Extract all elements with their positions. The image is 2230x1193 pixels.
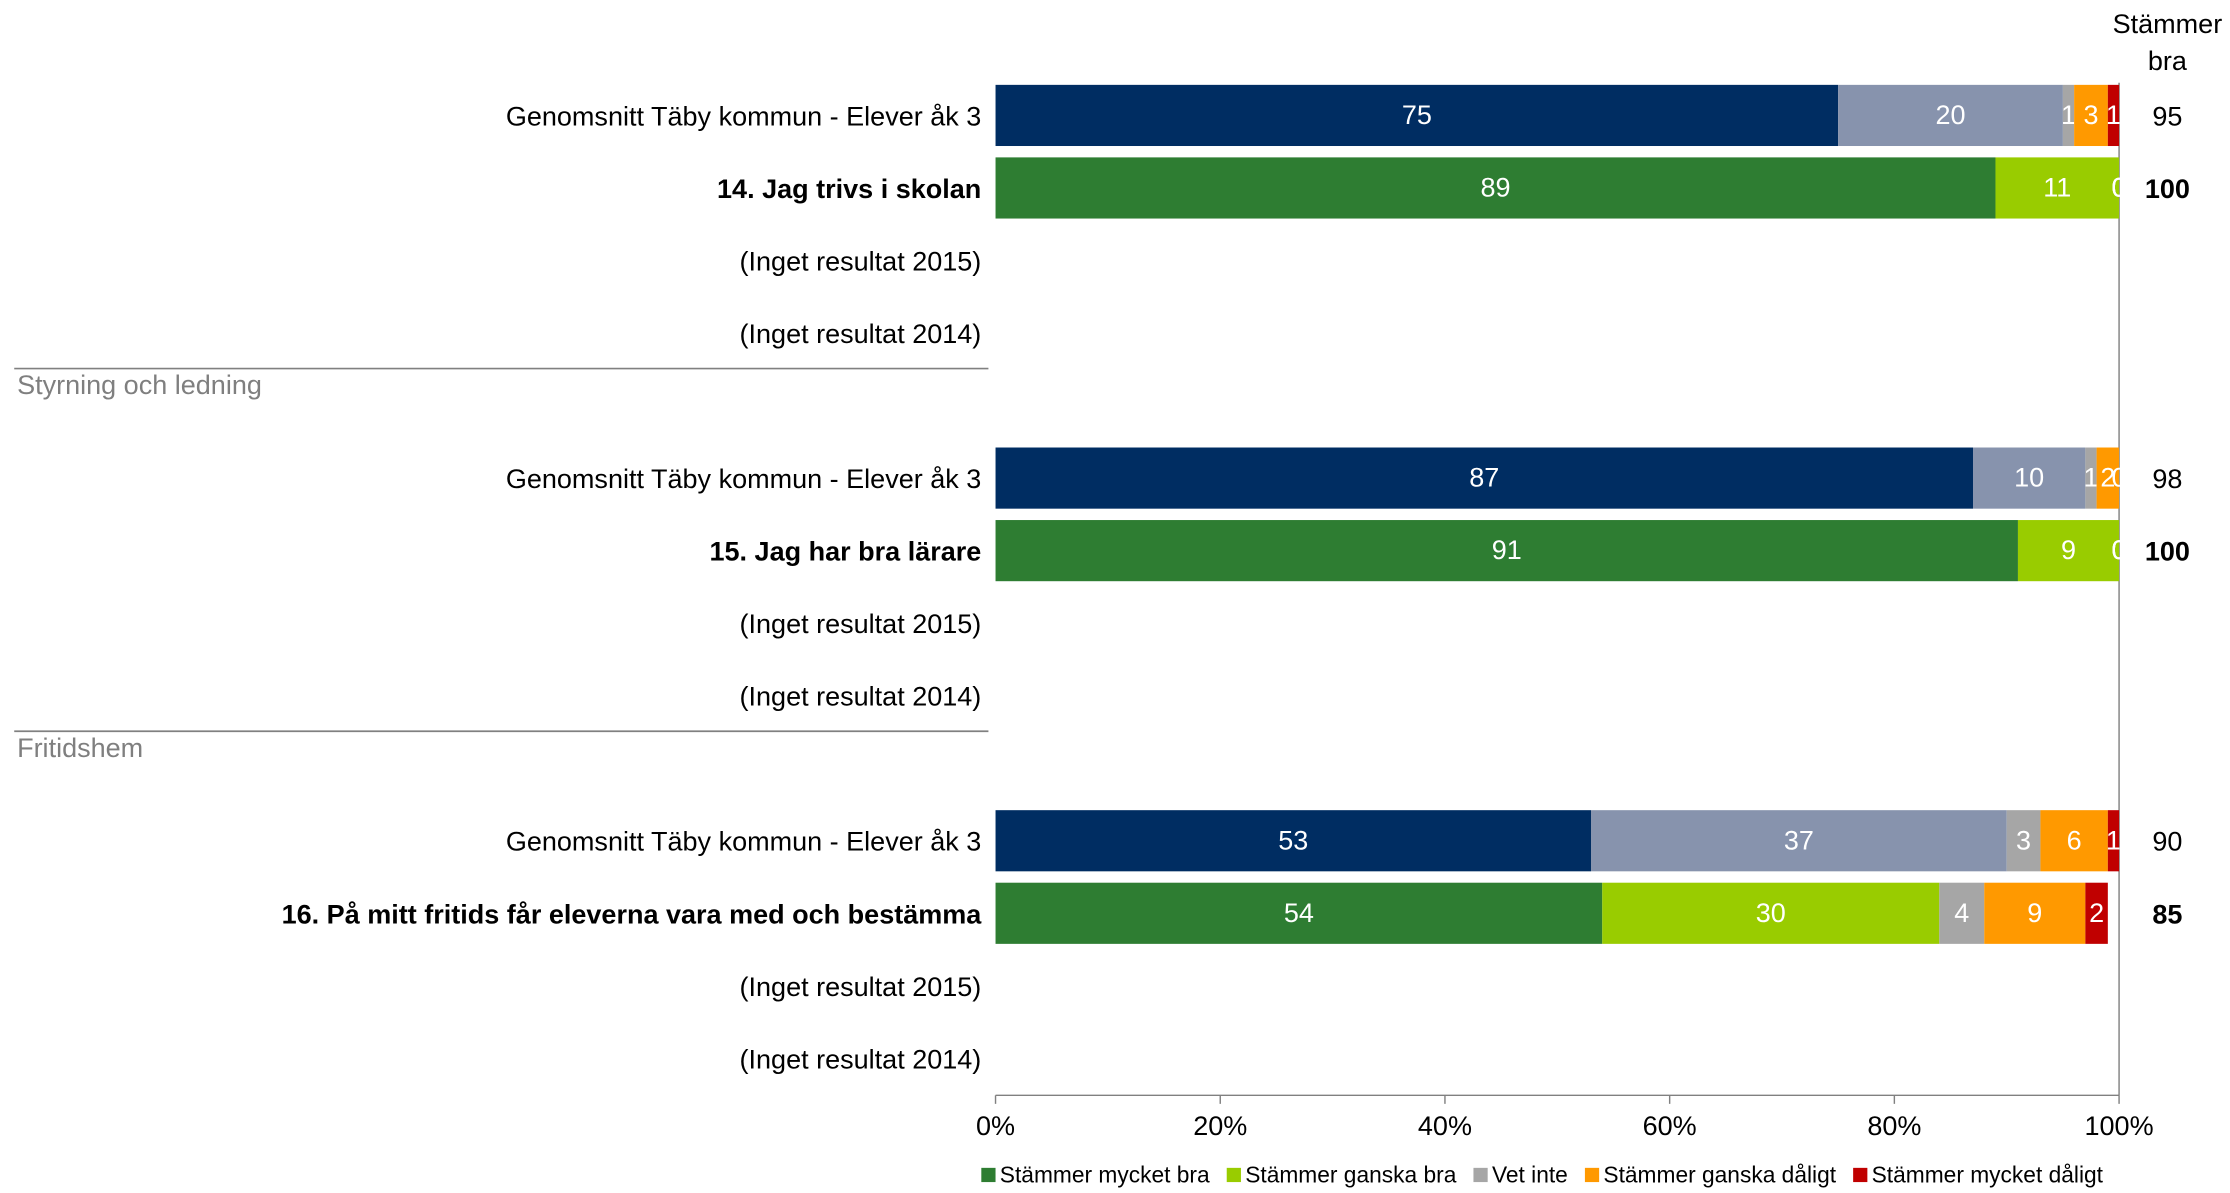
category-label: Genomsnitt Täby kommun - Elever åk 3 [506, 464, 981, 494]
category-label: 15. Jag har bra lärare [709, 537, 981, 567]
data-label: 53 [1278, 825, 1308, 855]
bar-segment [2074, 84, 2108, 147]
totals-title: Stämmer [2113, 9, 2223, 39]
total-label: 85 [2152, 899, 2182, 929]
bar-segment [1984, 882, 2086, 944]
bar-segment [2085, 447, 2097, 509]
bar-segment [995, 810, 1592, 872]
total-label: 100 [2145, 174, 2190, 204]
bar-segment [1939, 882, 1985, 944]
bar-segment [2006, 810, 2041, 872]
bar-segment [2107, 810, 2120, 872]
legend-swatch [1853, 1167, 1868, 1183]
x-tick-label: 40% [1418, 1111, 1472, 1141]
data-label: 91 [1492, 535, 1522, 565]
legend-label: Stämmer ganska bra [1245, 1161, 1457, 1187]
bar-segment [995, 447, 1974, 509]
data-label: 75 [1402, 100, 1432, 130]
bar-segment [1591, 810, 2007, 872]
data-label: 1 [2106, 100, 2121, 130]
legend-label: Stämmer mycket dåligt [1872, 1161, 2104, 1187]
total-label: 95 [2152, 101, 2182, 131]
bar-segment [995, 882, 1603, 944]
bar-segment [995, 520, 2018, 582]
data-label: 1 [2061, 100, 2076, 130]
data-label: 0 [2112, 535, 2127, 565]
data-label: 54 [1284, 898, 1314, 928]
section-label: Styrning och ledning [17, 370, 262, 400]
bar-segment [2017, 520, 2120, 582]
data-label: 1 [2083, 463, 2098, 493]
category-label: Genomsnitt Täby kommun - Elever åk 3 [506, 101, 981, 131]
data-label: 37 [1784, 825, 1814, 855]
data-label: 0 [2112, 173, 2127, 203]
legend-label: Vet inte [1492, 1161, 1568, 1187]
data-label: 0 [2112, 535, 2127, 565]
category-label: (Inget resultat 2015) [740, 972, 982, 1002]
legend: Stämmer mycket bra Stämmer ganska bra Vet … [981, 1161, 2104, 1187]
category-label: (Inget resultat 2014) [740, 319, 982, 349]
x-tick-label: 0% [976, 1111, 1015, 1141]
data-label: 10 [2014, 463, 2044, 493]
data-label: 9 [2027, 898, 2042, 928]
legend-swatch [1584, 1167, 1600, 1183]
legend-label: Stämmer mycket bra [1000, 1161, 1210, 1187]
category-label: 14. Jag trivs i skolan [717, 174, 981, 204]
bar-segment [1838, 84, 2063, 147]
data-label: 9 [2061, 535, 2076, 565]
section-label: Fritidshem [17, 733, 143, 763]
x-tick-label: 60% [1643, 1111, 1697, 1141]
data-label: 89 [1480, 173, 1510, 203]
category-label: (Inget resultat 2014) [740, 682, 982, 712]
bar-segment [1973, 447, 2086, 509]
data-label: 2 [2100, 463, 2115, 493]
data-label: 3 [2016, 825, 2031, 855]
bar-segment [2096, 447, 2120, 509]
bar-segment [995, 84, 1839, 147]
data-label: 0 [2112, 173, 2127, 203]
x-tick-label: 80% [1867, 1111, 1921, 1141]
legend-swatch [1473, 1167, 1488, 1183]
total-label: 100 [2145, 537, 2190, 567]
x-tick-label: 20% [1193, 1111, 1247, 1141]
data-label: 4 [1954, 898, 1969, 928]
data-label: 0 [2112, 173, 2127, 203]
data-label: 0 [2112, 463, 2127, 493]
category-label: (Inget resultat 2014) [740, 1044, 982, 1074]
totals-title: bra [2148, 46, 2188, 76]
legend-swatch [1226, 1167, 1241, 1183]
total-label: 98 [2152, 464, 2182, 494]
data-label: 1 [2106, 825, 2121, 855]
data-label: 30 [1756, 898, 1786, 928]
data-label: 20 [1936, 100, 1966, 130]
category-label: 16. På mitt fritids får eleverna vara me… [282, 899, 983, 929]
category-label: (Inget resultat 2015) [740, 246, 982, 276]
bar-segment [2040, 810, 2108, 872]
legend-swatch [981, 1167, 996, 1183]
bar-segment [995, 157, 1996, 219]
data-label: 0 [2112, 535, 2127, 565]
x-tick-label: 100% [2085, 1111, 2154, 1141]
bar-segment [2085, 882, 2108, 944]
data-label: 11 [2043, 173, 2071, 203]
data-label: 3 [2083, 100, 2098, 130]
bar-segment [2107, 84, 2120, 147]
data-label: 2 [2089, 898, 2104, 928]
category-label: (Inget resultat 2015) [740, 609, 982, 639]
category-label: Genomsnitt Täby kommun - Elever åk 3 [506, 827, 981, 857]
bar-segment [2062, 84, 2075, 147]
data-label: 6 [2067, 825, 2082, 855]
legend-label: Stämmer ganska dåligt [1603, 1161, 1836, 1187]
total-label: 90 [2152, 827, 2182, 857]
data-label: 87 [1469, 463, 1499, 493]
bar-segment [1602, 882, 1940, 944]
bar-segment [1995, 157, 2120, 219]
